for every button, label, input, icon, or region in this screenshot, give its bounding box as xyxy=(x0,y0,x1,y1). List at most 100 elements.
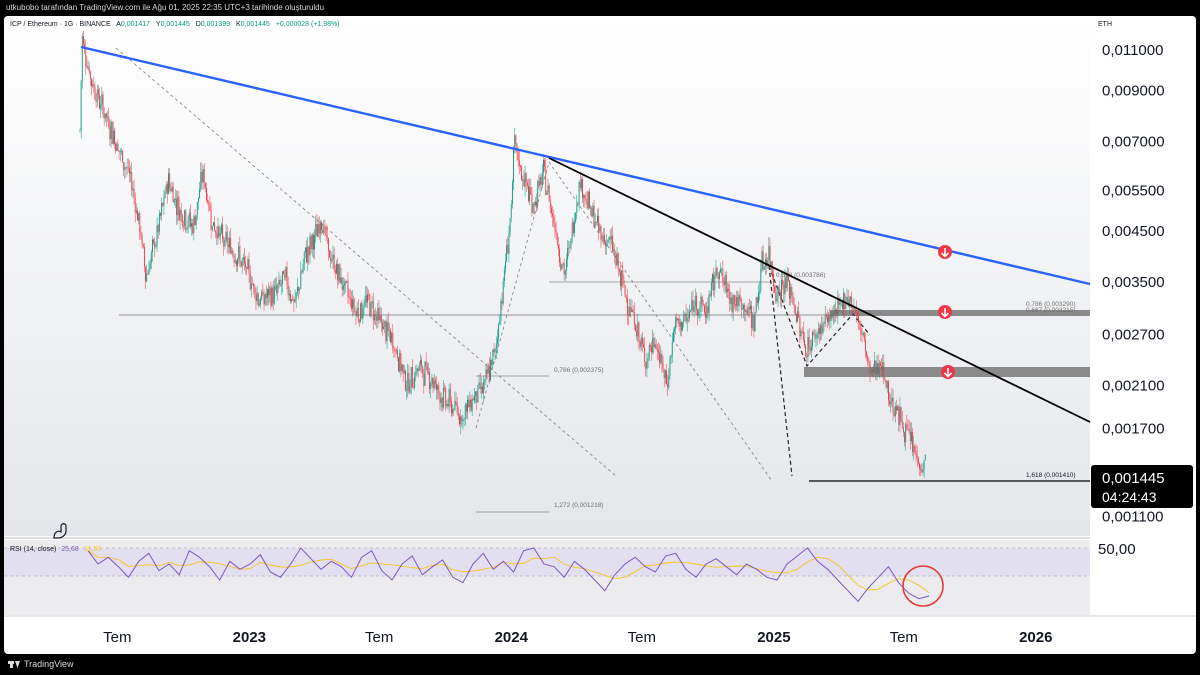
candle-body[interactable] xyxy=(122,150,123,163)
candle-body[interactable] xyxy=(731,297,733,313)
candle-body[interactable] xyxy=(176,198,178,216)
candle-body[interactable] xyxy=(508,232,510,254)
candle-body[interactable] xyxy=(618,269,620,272)
candle-body[interactable] xyxy=(391,332,393,343)
candle-body[interactable] xyxy=(179,210,181,221)
candle-body[interactable] xyxy=(777,286,779,299)
candle-body[interactable] xyxy=(490,359,491,381)
candle-body[interactable] xyxy=(201,171,203,183)
candle-body[interactable] xyxy=(246,267,248,270)
candle-body[interactable] xyxy=(230,238,232,254)
candle-body[interactable] xyxy=(244,257,245,264)
candle-body[interactable] xyxy=(372,300,374,321)
candle-body[interactable] xyxy=(252,283,253,285)
candle-body[interactable] xyxy=(408,373,410,393)
candle-body[interactable] xyxy=(359,320,360,322)
candle-body[interactable] xyxy=(744,304,746,312)
candle-body[interactable] xyxy=(277,284,279,293)
candle-body[interactable] xyxy=(752,314,754,328)
candle-body[interactable] xyxy=(87,66,89,68)
candle-body[interactable] xyxy=(882,362,884,371)
candle-body[interactable] xyxy=(346,281,348,282)
candle-body[interactable] xyxy=(682,322,684,331)
candle-body[interactable] xyxy=(529,187,531,201)
candle-body[interactable] xyxy=(364,295,366,306)
candle-body[interactable] xyxy=(677,318,679,321)
candle-body[interactable] xyxy=(81,35,83,81)
candle-body[interactable] xyxy=(735,304,736,306)
candle-body[interactable] xyxy=(438,385,440,394)
candle-body[interactable] xyxy=(275,285,276,287)
candle-body[interactable] xyxy=(248,259,250,274)
candle-body[interactable] xyxy=(896,406,897,411)
candle-body[interactable] xyxy=(836,309,838,315)
candle-body[interactable] xyxy=(480,386,482,389)
candle-body[interactable] xyxy=(483,381,485,394)
candle-body[interactable] xyxy=(382,322,383,330)
candle-body[interactable] xyxy=(758,292,759,304)
candle-body[interactable] xyxy=(125,167,127,169)
candle-body[interactable] xyxy=(339,264,341,283)
candle-body[interactable] xyxy=(842,301,843,310)
candle-body[interactable] xyxy=(563,263,565,275)
candle-body[interactable] xyxy=(286,266,288,285)
candle-body[interactable] xyxy=(754,312,756,332)
candle-body[interactable] xyxy=(904,432,905,443)
candle-body[interactable] xyxy=(326,235,328,238)
candle-body[interactable] xyxy=(572,222,574,234)
candle-body[interactable] xyxy=(281,271,283,285)
candle-body[interactable] xyxy=(633,312,635,325)
candle-body[interactable] xyxy=(848,300,850,307)
candle-body[interactable] xyxy=(536,201,537,206)
candle-body[interactable] xyxy=(670,355,672,359)
candle-body[interactable] xyxy=(414,376,416,388)
candle-body[interactable] xyxy=(411,367,413,388)
candle-body[interactable] xyxy=(91,78,92,86)
candle-body[interactable] xyxy=(825,314,827,317)
candle-body[interactable] xyxy=(231,250,233,254)
candle-body[interactable] xyxy=(188,212,190,220)
candle-body[interactable] xyxy=(226,231,228,246)
candle-body[interactable] xyxy=(797,311,799,322)
candle-body[interactable] xyxy=(310,236,312,250)
candle-body[interactable] xyxy=(628,314,629,317)
candle-body[interactable] xyxy=(631,309,633,312)
candle-body[interactable] xyxy=(787,275,789,281)
candle-body[interactable] xyxy=(879,363,881,366)
candle-body[interactable] xyxy=(295,292,297,299)
candle-body[interactable] xyxy=(169,173,171,189)
candle-body[interactable] xyxy=(817,328,819,334)
candle-body[interactable] xyxy=(506,244,508,262)
candle-body[interactable] xyxy=(398,357,399,372)
candle-body[interactable] xyxy=(886,381,888,388)
candle-body[interactable] xyxy=(395,350,397,352)
candle-body[interactable] xyxy=(202,168,204,183)
candle-body[interactable] xyxy=(313,234,314,250)
candle-body[interactable] xyxy=(338,264,340,281)
candle-body[interactable] xyxy=(331,259,333,262)
candle-body[interactable] xyxy=(737,297,739,307)
candle-body[interactable] xyxy=(741,308,743,310)
candle-body[interactable] xyxy=(361,303,363,319)
candle-body[interactable] xyxy=(166,184,168,194)
candle-body[interactable] xyxy=(782,280,784,285)
candle-body[interactable] xyxy=(531,194,533,213)
candle-body[interactable] xyxy=(781,280,782,300)
candle-body[interactable] xyxy=(399,352,401,372)
candle-body[interactable] xyxy=(217,226,219,239)
candle-body[interactable] xyxy=(276,285,278,293)
candle-body[interactable] xyxy=(189,212,191,227)
candle-body[interactable] xyxy=(802,331,804,340)
candle-body[interactable] xyxy=(663,369,665,379)
candle-body[interactable] xyxy=(695,295,697,310)
candle-body[interactable] xyxy=(746,310,748,315)
candle-body[interactable] xyxy=(321,222,322,231)
candle-body[interactable] xyxy=(567,247,569,260)
candle-body[interactable] xyxy=(528,185,529,201)
candle-body[interactable] xyxy=(463,419,465,420)
candle-body[interactable] xyxy=(785,277,787,289)
candle-body[interactable] xyxy=(716,268,718,276)
candle-body[interactable] xyxy=(318,224,320,234)
candle-body[interactable] xyxy=(130,172,132,174)
candle-body[interactable] xyxy=(465,404,467,412)
